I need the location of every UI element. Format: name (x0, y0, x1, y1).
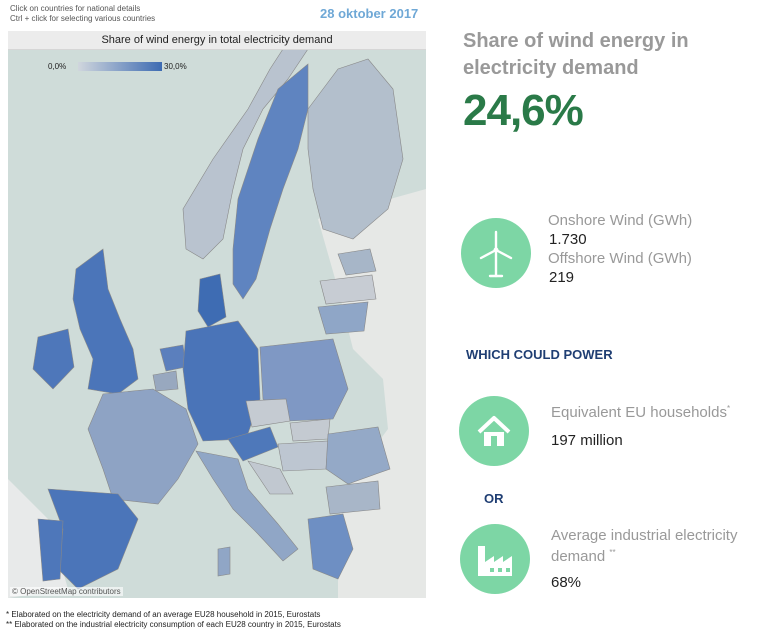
report-date: 28 oktober 2017 (320, 6, 419, 21)
country-austria[interactable] (227, 426, 279, 462)
country-finland[interactable] (307, 58, 404, 240)
country-hungary[interactable] (277, 440, 329, 472)
map-hint: Click on countries for national details … (10, 4, 155, 24)
europe-map[interactable] (8, 49, 426, 598)
industry-label-line2: demand ** (551, 548, 616, 565)
europe-map-panel: Share of wind energy in total electricit… (8, 31, 426, 598)
onshore-label: Onshore Wind (GWh) (548, 212, 693, 229)
kpi-title: Share of wind energy in electricity dema… (463, 30, 689, 79)
country-denmark[interactable] (197, 273, 227, 328)
color-legend: 0,0% 30,0% (48, 61, 198, 73)
hint-click: Click on countries for national details (10, 4, 141, 13)
footnotes: * Elaborated on the electricity demand o… (6, 610, 341, 630)
offshore-value: 219 (549, 269, 575, 286)
offshore-label: Offshore Wind (GWh) (548, 250, 692, 267)
country-norway[interactable] (182, 49, 309, 260)
country-italy[interactable] (195, 450, 299, 562)
country-france[interactable] (87, 388, 199, 505)
legend-max: 30,0% (164, 62, 187, 71)
footnote-1: * Elaborated on the electricity demand o… (6, 610, 321, 619)
country-lithuania[interactable] (317, 301, 369, 335)
map-title: Share of wind energy in total electricit… (8, 31, 426, 50)
country-romania[interactable] (325, 426, 391, 485)
country-sweden[interactable] (232, 63, 309, 300)
country-czechia[interactable] (245, 398, 291, 428)
industry-label-line1: Average industrial electricity (551, 527, 738, 544)
country-germany[interactable] (182, 320, 261, 442)
country-greece[interactable] (307, 513, 354, 580)
households-value: 197 million (551, 432, 623, 449)
households-label-text: Equivalent EU households (551, 404, 727, 421)
power-heading: WHICH COULD POWER (466, 347, 613, 362)
country-croatia[interactable] (247, 460, 294, 495)
industry-value: 68% (551, 574, 582, 591)
country-belgium[interactable] (152, 370, 179, 392)
country-latvia[interactable] (319, 274, 377, 305)
factory-icon (460, 524, 530, 594)
map-attribution[interactable]: © OpenStreetMap contributors (10, 587, 123, 596)
industry-footnote-marker: ** (609, 548, 616, 557)
or-label: OR (484, 491, 504, 506)
wind-turbine-icon (461, 218, 531, 288)
households-label: Equivalent EU households* (551, 404, 730, 421)
legend-gradient (78, 62, 162, 71)
country-slovakia[interactable] (289, 418, 331, 442)
country-portugal[interactable] (37, 518, 64, 582)
kpi-value: 24,6% (463, 86, 584, 135)
hint-ctrl-click: Ctrl + click for selecting various count… (10, 14, 156, 23)
industry-label-text: demand (551, 548, 610, 565)
country-sardinia[interactable] (217, 546, 231, 577)
house-icon (459, 396, 529, 466)
legend-min: 0,0% (48, 62, 67, 71)
country-ireland[interactable] (32, 328, 75, 390)
country-estonia[interactable] (337, 248, 377, 276)
households-footnote-marker: * (726, 404, 731, 413)
country-united-kingdom[interactable] (72, 248, 139, 395)
footnote-2: ** Elaborated on the industrial electric… (6, 620, 341, 629)
country-bulgaria[interactable] (325, 480, 381, 515)
onshore-value: 1.730 (549, 231, 587, 248)
